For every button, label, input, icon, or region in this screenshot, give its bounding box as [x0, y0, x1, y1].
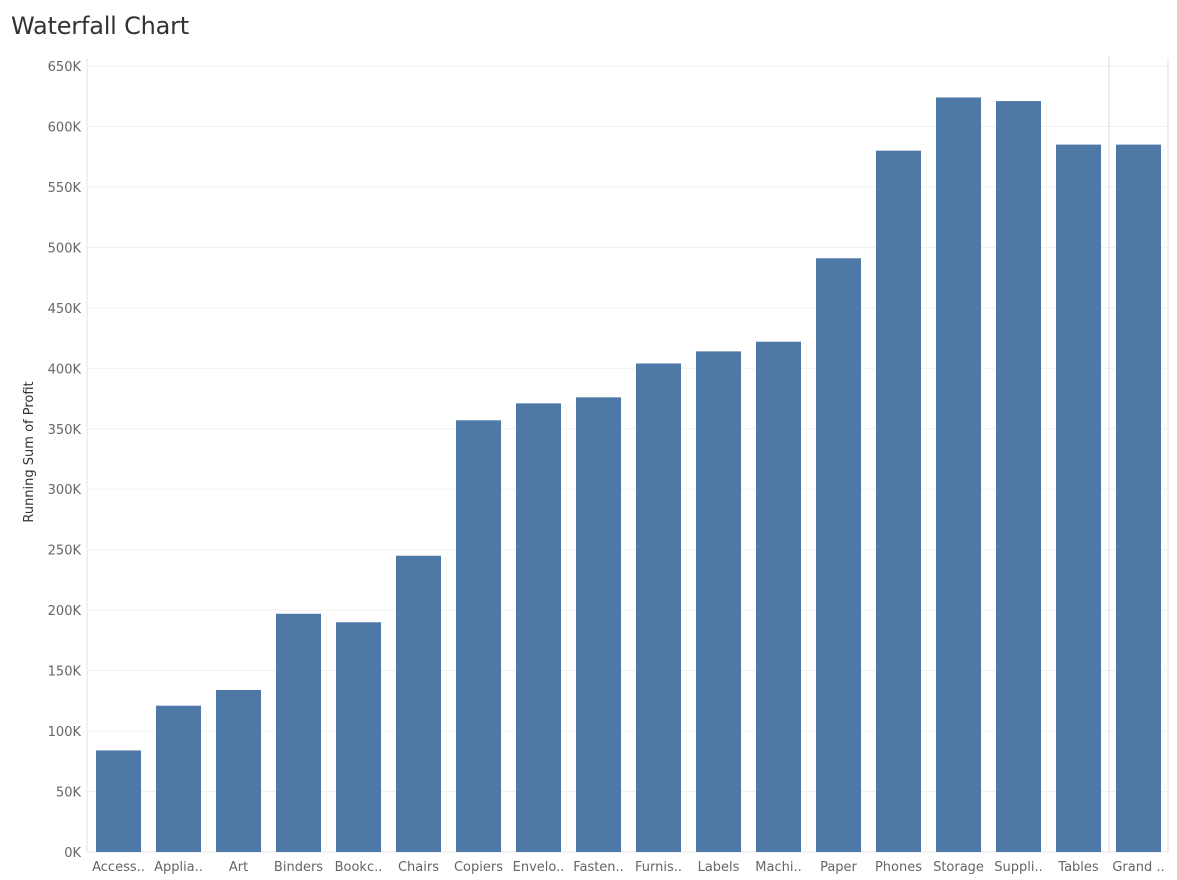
x-tick-label: Envelo.. — [513, 860, 565, 875]
bar[interactable] — [696, 351, 741, 852]
bar[interactable] — [996, 101, 1041, 853]
x-tick-label: Furnis.. — [635, 860, 682, 875]
y-axis-ticks: 0K 50K 100K 150K 200K 250K 300K 350K 400K 450K 500… — [48, 60, 82, 861]
x-axis-ticks: Access.. Applia.. Art Binders Bookc.. Chairs C… — [92, 860, 1165, 875]
bar[interactable] — [756, 341, 801, 852]
y-tick-label: 0K — [64, 846, 81, 861]
y-tick-label: 50K — [56, 786, 82, 801]
y-tick-label: 450K — [48, 302, 82, 317]
x-tick-label: Fasten.. — [573, 860, 624, 875]
x-tick-label: Storage — [933, 860, 984, 875]
bar[interactable] — [1116, 144, 1161, 853]
bar[interactable] — [156, 705, 201, 852]
y-tick-label: 150K — [48, 665, 82, 680]
y-tick-label: 650K — [48, 60, 82, 75]
grid-lines — [86, 56, 1169, 853]
bar[interactable] — [936, 97, 981, 852]
y-tick-label: 550K — [48, 181, 82, 196]
bar[interactable] — [876, 150, 921, 853]
bar[interactable] — [456, 420, 501, 852]
x-tick-label: Labels — [698, 860, 740, 875]
x-tick-label: Binders — [274, 860, 323, 875]
x-tick-label: Suppli.. — [994, 860, 1042, 875]
y-tick-label: 500K — [48, 241, 82, 256]
bar[interactable] — [96, 750, 141, 852]
bars — [96, 97, 1161, 853]
y-tick-label: 600K — [48, 120, 82, 135]
x-tick-label: Access.. — [92, 860, 145, 875]
bar[interactable] — [636, 363, 681, 852]
x-tick-label: Tables — [1057, 860, 1099, 875]
y-tick-label: 400K — [48, 362, 82, 377]
y-tick-label: 250K — [48, 544, 82, 559]
bar[interactable] — [516, 403, 561, 852]
y-tick-label: 100K — [48, 725, 82, 740]
x-tick-label: Applia.. — [154, 860, 203, 875]
bar[interactable] — [816, 258, 861, 852]
x-tick-label: Phones — [875, 860, 922, 875]
bar[interactable] — [576, 397, 621, 852]
y-tick-label: 200K — [48, 604, 82, 619]
y-tick-label: 300K — [48, 483, 82, 498]
x-tick-label: Grand .. — [1112, 860, 1164, 875]
x-tick-label: Chairs — [398, 860, 439, 875]
x-tick-label: Paper — [820, 860, 857, 875]
y-axis-title: Running Sum of Profit — [22, 381, 37, 522]
bar[interactable] — [396, 555, 441, 852]
bar[interactable] — [336, 622, 381, 852]
y-tick-label: 350K — [48, 423, 82, 438]
bar[interactable] — [216, 689, 261, 852]
bar[interactable] — [1056, 144, 1101, 853]
x-tick-label: Bookc.. — [335, 860, 383, 875]
bar[interactable] — [276, 613, 321, 852]
x-tick-label: Art — [229, 860, 248, 875]
x-tick-label: Copiers — [454, 860, 503, 875]
chart-title: Waterfall Chart — [11, 12, 190, 40]
x-tick-label: Machi.. — [755, 860, 801, 875]
